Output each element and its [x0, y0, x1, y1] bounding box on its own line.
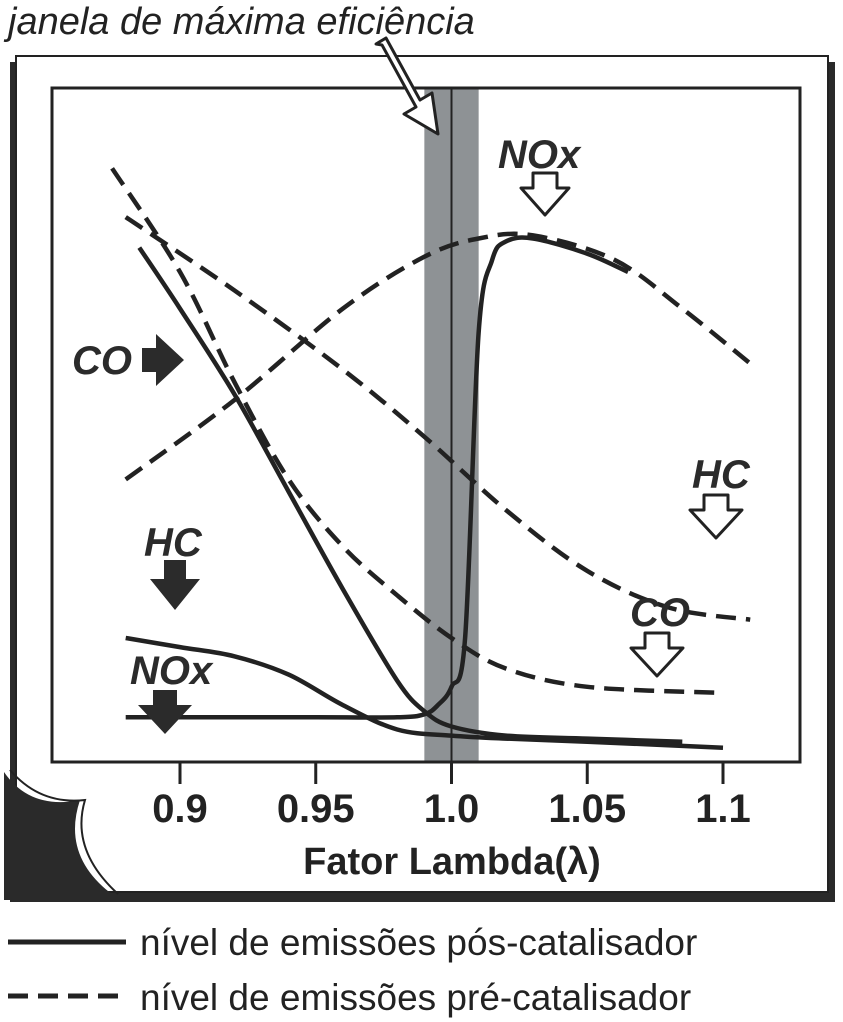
pre-hc-arrow-icon	[688, 493, 744, 540]
post-co-arrow-icon	[142, 334, 184, 386]
post-catalyst-hc-series-line	[125, 635, 724, 751]
plot-frame	[50, 86, 802, 764]
curl-flap	[9, 769, 119, 895]
x-tick-label: 0.9	[152, 787, 208, 831]
pre-co-arrow-icon	[629, 631, 685, 678]
pre-catalyst-hc-series-line	[124, 215, 751, 622]
annotation-pre-hc: HC	[688, 453, 751, 540]
annotation-post-hc: HC	[144, 521, 203, 610]
post-catalyst-nox-series-line	[125, 235, 629, 720]
post-hc-label: HC	[144, 521, 203, 565]
window-pointer-arrow	[374, 36, 440, 136]
pre-catalyst-nox-series-line	[124, 231, 752, 482]
x-tick-label: 1.05	[548, 787, 626, 831]
x-tick-label: 1.0	[424, 787, 480, 831]
post-hc-arrow-icon	[150, 560, 200, 610]
curled-corner	[4, 772, 120, 900]
legend: nível de emissões pós-catalisador nível …	[8, 922, 697, 1018]
annotation-post-co: CO	[72, 334, 184, 386]
pre-nox-label: NOx	[498, 133, 582, 177]
post-co-label: CO	[72, 339, 132, 383]
annotation-post-nox: NOx	[130, 649, 214, 734]
x-tick-label: 1.1	[695, 787, 751, 831]
legend-dashed-label: nível de emissões pré-catalisador	[140, 977, 691, 1018]
x-axis-label: Fator Lambda(λ)	[303, 841, 601, 883]
annotation-pre-co: CO	[629, 591, 690, 678]
pre-catalyst-co-series-line	[110, 167, 724, 696]
pre-nox-arrow-icon	[519, 171, 571, 217]
post-catalyst-co-series-line	[137, 246, 683, 744]
paper-face	[15, 55, 829, 893]
x-tick-label: 0.95	[277, 787, 355, 831]
chart-title: janela de máxima eficiência	[3, 1, 475, 43]
post-nox-label: NOx	[130, 649, 214, 693]
legend-solid-label: nível de emissões pós-catalisador	[140, 922, 697, 963]
annotation-pre-nox: NOx	[498, 133, 582, 217]
post-nox-arrow-icon	[138, 690, 192, 734]
x-axis-ticks: 0.9 0.95 1.0 1.05 1.1	[152, 762, 751, 831]
curves-group	[110, 167, 752, 751]
pre-hc-label: HC	[692, 453, 751, 497]
pre-co-label: CO	[630, 591, 690, 635]
